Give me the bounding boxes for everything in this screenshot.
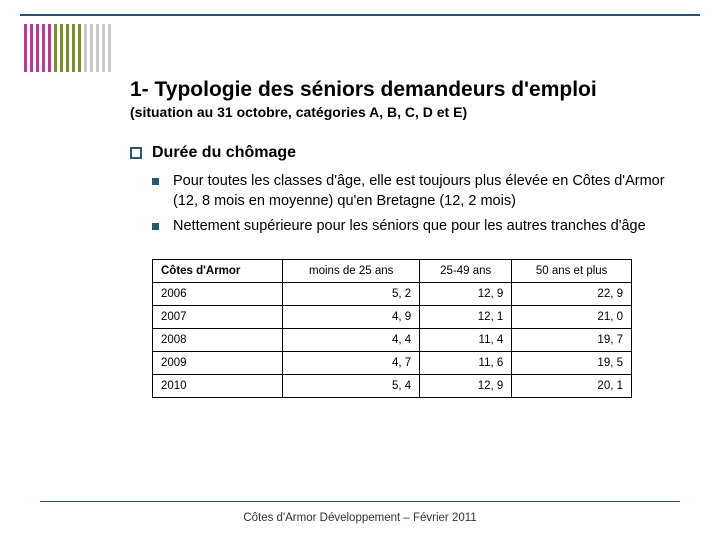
stripe	[48, 24, 51, 72]
table-row: 20074, 912, 121, 0	[153, 305, 632, 328]
table-cell: 5, 4	[283, 374, 420, 397]
slide-title: 1- Typologie des séniors demandeurs d'em…	[130, 78, 680, 102]
table-cell: 12, 9	[420, 374, 512, 397]
bullet-item: Pour toutes les classes d'âge, elle est …	[152, 172, 680, 211]
stripe	[42, 24, 45, 72]
data-table: Côtes d'Armormoins de 25 ans25-49 ans50 …	[152, 259, 632, 398]
stripe	[24, 24, 27, 72]
table-row: 20084, 411, 419, 7	[153, 328, 632, 351]
table-row: 20065, 212, 922, 9	[153, 282, 632, 305]
slide-subtitle: (situation au 31 octobre, catégories A, …	[130, 104, 680, 120]
table-cell: 4, 4	[283, 328, 420, 351]
decorative-stripes	[24, 24, 124, 72]
stripe	[84, 24, 87, 72]
table-cell: 4, 9	[283, 305, 420, 328]
table-cell: 21, 0	[512, 305, 632, 328]
bullet-text: Nettement supérieure pour les séniors qu…	[173, 217, 646, 237]
bullet-square-icon	[152, 223, 159, 230]
bullet-square-icon	[152, 178, 159, 185]
table-cell: 12, 1	[420, 305, 512, 328]
slide-content: 1- Typologie des séniors demandeurs d'em…	[130, 78, 680, 398]
table-row: 20105, 412, 920, 1	[153, 374, 632, 397]
stripe	[96, 24, 99, 72]
stripe	[60, 24, 63, 72]
table-cell: 20, 1	[512, 374, 632, 397]
table-corner-header: Côtes d'Armor	[153, 259, 283, 282]
table-cell: 5, 2	[283, 282, 420, 305]
stripe	[72, 24, 75, 72]
table-cell: 11, 6	[420, 351, 512, 374]
table-cell: 19, 5	[512, 351, 632, 374]
stripe	[54, 24, 57, 72]
table-cell: 12, 9	[420, 282, 512, 305]
table-row-header: 2006	[153, 282, 283, 305]
stripe	[36, 24, 39, 72]
bullet-text: Pour toutes les classes d'âge, elle est …	[173, 172, 680, 211]
stripe	[90, 24, 93, 72]
table-cell: 22, 9	[512, 282, 632, 305]
table-column-header: moins de 25 ans	[283, 259, 420, 282]
bullet-item: Nettement supérieure pour les séniors qu…	[152, 217, 680, 237]
table-row-header: 2009	[153, 351, 283, 374]
table-column-header: 50 ans et plus	[512, 259, 632, 282]
section-heading: Durée du chômage	[130, 144, 680, 162]
top-rule	[20, 14, 700, 16]
table-row-header: 2008	[153, 328, 283, 351]
stripe	[108, 24, 111, 72]
stripe	[30, 24, 33, 72]
table-row-header: 2007	[153, 305, 283, 328]
table-column-header: 25-49 ans	[420, 259, 512, 282]
stripe	[102, 24, 105, 72]
square-bullet-icon	[130, 147, 142, 159]
stripe	[66, 24, 69, 72]
table-row: 20094, 711, 619, 5	[153, 351, 632, 374]
stripe	[78, 24, 81, 72]
table-cell: 19, 7	[512, 328, 632, 351]
table-row-header: 2010	[153, 374, 283, 397]
bottom-rule	[40, 501, 680, 502]
section-title: Durée du chômage	[152, 144, 296, 162]
table-cell: 4, 7	[283, 351, 420, 374]
bullet-list: Pour toutes les classes d'âge, elle est …	[152, 172, 680, 237]
footer-text: Côtes d'Armor Développement – Février 20…	[0, 512, 720, 524]
table-cell: 11, 4	[420, 328, 512, 351]
